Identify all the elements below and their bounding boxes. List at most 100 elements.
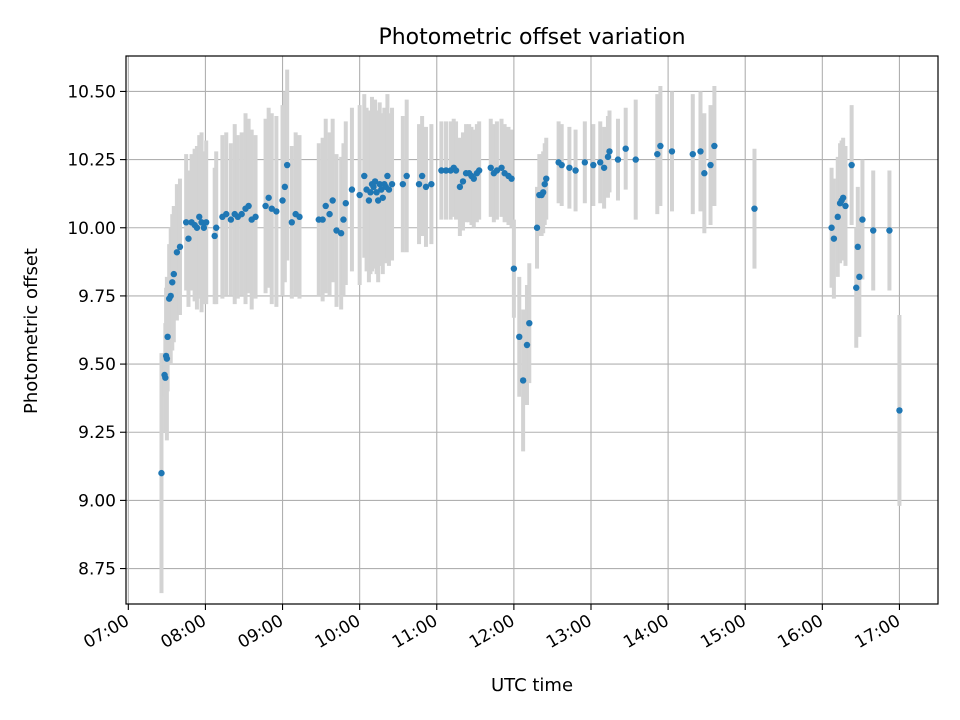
y-tick-label: 10.00 — [67, 219, 116, 239]
data-point — [322, 202, 329, 210]
x-tick-label: 07:00 — [80, 611, 132, 653]
data-point — [173, 249, 181, 256]
data-point — [828, 224, 835, 231]
data-point — [252, 213, 259, 221]
data-point — [162, 374, 169, 381]
data-point — [487, 164, 494, 171]
data-point — [326, 210, 333, 218]
data-point — [668, 148, 676, 155]
data-point — [211, 232, 218, 240]
data-point — [296, 213, 303, 221]
data-point — [373, 189, 380, 196]
data-point — [622, 145, 629, 152]
data-point — [510, 265, 518, 272]
data-point — [541, 180, 548, 188]
y-tick-label: 8.75 — [78, 560, 116, 580]
y-axis-ticks: 8.75 9.00 9.25 9.50 9.75 10.00 10.25 10.50 — [67, 82, 126, 580]
data-point — [223, 210, 230, 218]
data-point — [590, 161, 597, 169]
x-tick-label: 08:00 — [157, 611, 209, 653]
data-point — [711, 142, 718, 150]
data-point — [376, 180, 383, 188]
x-tick-label: 12:00 — [466, 611, 518, 653]
data-point — [356, 191, 363, 199]
data-point — [856, 273, 863, 281]
data-point — [213, 224, 220, 231]
data-point — [167, 292, 174, 300]
data-point — [853, 284, 860, 291]
data-point — [158, 469, 165, 477]
data-point — [365, 197, 373, 204]
data-point — [654, 150, 661, 158]
data-point — [281, 183, 289, 191]
data-point — [581, 159, 589, 166]
data-point — [689, 150, 696, 158]
data-point — [176, 243, 184, 251]
data-point — [163, 355, 171, 362]
data-point — [415, 180, 423, 188]
data-point — [566, 164, 573, 171]
x-tick-label: 16:00 — [774, 611, 826, 653]
data-point — [202, 219, 210, 226]
plot-frame — [125, 55, 939, 605]
data-point — [399, 180, 407, 188]
data-point — [539, 189, 547, 196]
x-tick-label: 14:00 — [620, 611, 672, 653]
data-point — [200, 224, 208, 231]
data-point — [164, 333, 171, 341]
data-point — [597, 159, 604, 166]
data-point — [227, 216, 235, 223]
data-point — [604, 153, 612, 161]
data-point — [371, 178, 379, 185]
data-point — [418, 172, 426, 180]
data-point — [526, 319, 533, 327]
data-point — [279, 197, 286, 204]
x-tick-label: 09:00 — [235, 611, 287, 653]
data-point — [701, 170, 708, 177]
data-point — [870, 227, 877, 234]
data-point — [378, 186, 385, 193]
data-point — [834, 213, 841, 221]
data-point — [519, 377, 527, 384]
data-point — [428, 180, 435, 188]
x-tick-label: 15:00 — [697, 611, 749, 653]
y-tick-label: 9.50 — [78, 355, 116, 375]
data-point — [697, 148, 704, 155]
data-point — [196, 213, 203, 221]
data-point — [470, 175, 477, 182]
data-point — [329, 197, 336, 204]
y-tick-label: 9.00 — [78, 491, 116, 511]
data-point — [543, 175, 550, 182]
data-point — [170, 270, 178, 278]
chart-title: Photometric offset variation — [378, 25, 685, 50]
data-point — [193, 224, 201, 231]
data-point — [385, 186, 393, 193]
data-point — [403, 172, 410, 180]
data-point — [340, 216, 347, 223]
data-point — [342, 200, 349, 207]
data-point — [348, 186, 356, 193]
data-point — [319, 216, 326, 223]
data-point — [848, 161, 855, 169]
x-tick-label: 11:00 — [389, 611, 441, 653]
data-point — [459, 178, 467, 185]
data-point — [288, 219, 295, 226]
y-tick-label: 9.25 — [78, 423, 116, 443]
data-point — [265, 194, 272, 201]
data-point — [475, 167, 483, 174]
data-point — [268, 205, 275, 212]
data-points — [158, 142, 903, 477]
data-point — [245, 202, 252, 210]
y-tick-label: 10.50 — [67, 82, 116, 102]
data-point — [632, 156, 639, 163]
data-point — [839, 194, 847, 201]
data-point — [614, 156, 622, 163]
data-point — [854, 243, 862, 251]
data-point — [498, 164, 505, 171]
data-point — [361, 172, 368, 180]
data-point — [388, 180, 396, 188]
data-point — [367, 189, 374, 196]
data-point — [182, 219, 190, 226]
data-point — [533, 224, 541, 231]
data-point — [384, 172, 391, 180]
